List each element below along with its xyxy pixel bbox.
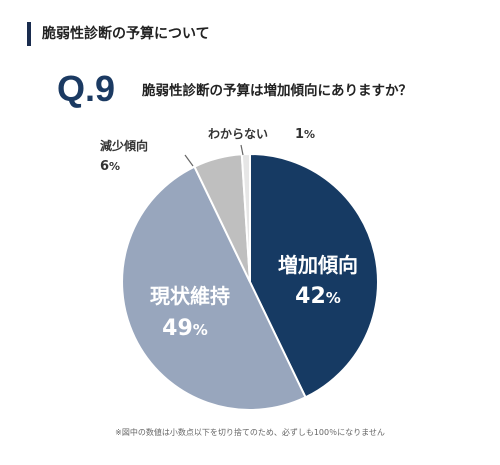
- pie-slice-unknown: [240, 152, 251, 283]
- slice-value-increase: 42%: [295, 284, 341, 309]
- leader-line-unknown: [240, 144, 244, 156]
- pie-slice-maintain: [121, 165, 307, 411]
- question-text: 脆弱性診断の予算は増加傾向にありますか？: [142, 83, 412, 99]
- pie-slice-increase: [249, 152, 379, 399]
- question-number: Q.9: [57, 68, 116, 109]
- slice-value-maintain: 49%: [162, 316, 208, 341]
- slice-label-increase: 増加傾向: [278, 253, 358, 277]
- slice-label-decrease: 減少傾向: [100, 138, 148, 153]
- slice-label-unknown: わからない: [208, 127, 268, 141]
- leader-line-decrease: [184, 154, 194, 167]
- footnote: ※図中の数値は小数点以下を切り捨てのため、必ずしも100％になりません: [115, 428, 385, 437]
- slice-value-decrease: 6%: [100, 159, 120, 174]
- section-title: 脆弱性診断の予算について: [42, 26, 210, 42]
- slice-value-unknown: 1%: [295, 127, 315, 142]
- slice-label-maintain: 現状維持: [150, 284, 230, 308]
- section-accent-bar: [27, 22, 31, 46]
